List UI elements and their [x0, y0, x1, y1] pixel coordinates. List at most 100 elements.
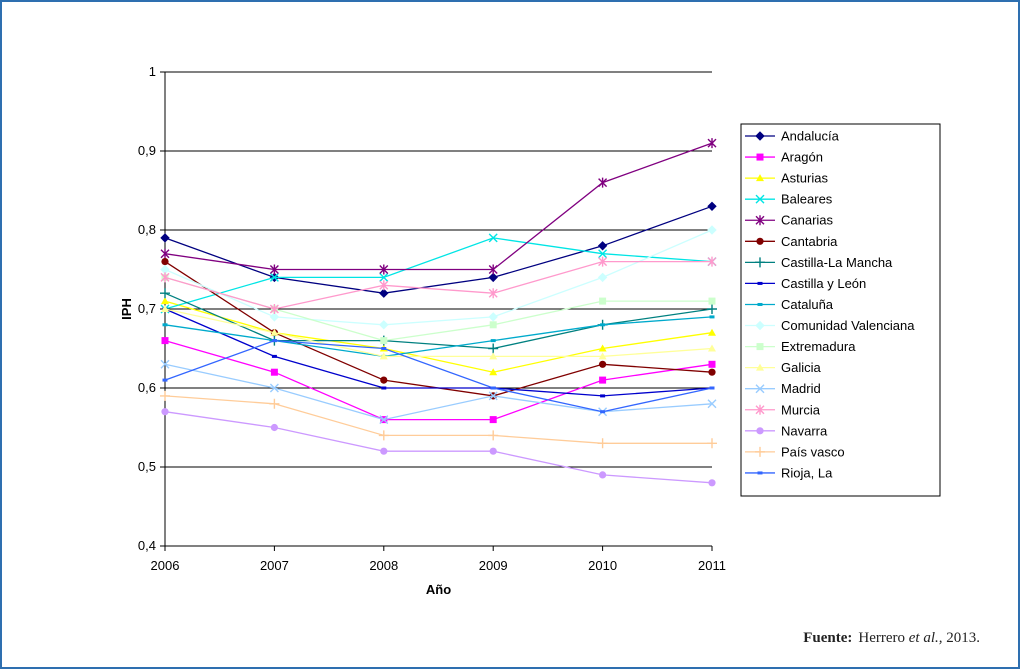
y-tick-label: 1	[149, 64, 156, 79]
data-point	[161, 337, 169, 345]
data-point	[490, 386, 496, 390]
data-point	[160, 390, 170, 401]
data-point	[709, 315, 715, 319]
legend-label: Andalucía	[781, 129, 840, 144]
series-line	[164, 300, 713, 373]
data-point	[379, 264, 389, 275]
data-point	[599, 471, 607, 479]
data-point	[160, 272, 170, 283]
data-point	[488, 430, 499, 441]
y-tick-label: 0,6	[138, 380, 156, 395]
series-line	[164, 292, 713, 350]
series-11	[161, 305, 716, 360]
data-point	[160, 233, 170, 243]
data-point	[379, 288, 389, 298]
legend-label: País vasco	[781, 444, 845, 459]
series-line	[164, 308, 713, 397]
x-tick-label: 2011	[698, 558, 726, 573]
data-point	[269, 383, 279, 393]
legend-label: Galicia	[781, 360, 822, 375]
data-point	[757, 281, 763, 285]
data-point	[755, 215, 765, 226]
data-point	[269, 272, 279, 282]
data-point	[162, 323, 168, 327]
series-0	[160, 201, 717, 298]
series-line	[164, 260, 712, 310]
x-axis-title: Año	[426, 582, 451, 597]
source-year: 2013.	[946, 630, 980, 646]
data-point	[757, 302, 763, 306]
data-point	[488, 264, 498, 275]
legend-item: Navarra	[745, 423, 828, 438]
data-point	[489, 352, 498, 360]
data-point	[380, 337, 388, 345]
legend-label: Baleares	[781, 192, 833, 207]
data-point	[709, 386, 715, 390]
series-line	[164, 411, 713, 484]
data-point	[599, 297, 607, 305]
y-tick-label: 0,4	[138, 538, 156, 553]
y-tick-label: 0,5	[138, 459, 156, 474]
series-line	[164, 237, 713, 310]
data-point	[488, 312, 498, 322]
data-point	[708, 328, 716, 336]
data-point	[161, 297, 169, 305]
data-point	[271, 354, 277, 358]
legend-label: Asturias	[781, 171, 828, 186]
data-point	[490, 339, 496, 343]
data-point	[708, 479, 716, 487]
legend-label: Navarra	[781, 423, 828, 438]
data-point	[488, 391, 498, 401]
series-line	[164, 339, 713, 421]
data-point	[707, 399, 717, 409]
data-point	[598, 352, 607, 360]
x-tick-label: 2009	[479, 558, 508, 573]
series-13	[160, 256, 717, 314]
series-line	[164, 395, 712, 444]
y-axis-title: IPH	[119, 298, 134, 320]
legend-label: Canarias	[781, 213, 834, 228]
data-point	[756, 237, 764, 245]
x-tick-label: 2008	[369, 558, 398, 573]
source-note: Fuente: Herrero et al., 2013.	[803, 630, 980, 647]
data-point	[269, 304, 279, 314]
data-point	[162, 378, 168, 382]
legend-label: Cantabria	[781, 234, 838, 249]
legend-item: Castilla y León	[745, 276, 866, 291]
legend-label: Cataluña	[781, 297, 834, 312]
legend-item: País vasco	[745, 444, 845, 459]
data-point	[600, 323, 606, 327]
data-point	[600, 394, 606, 398]
data-point	[708, 360, 716, 368]
data-point	[381, 347, 387, 350]
data-point	[756, 174, 764, 182]
data-point	[270, 423, 278, 432]
data-point	[380, 447, 388, 455]
data-point	[269, 398, 280, 409]
series-16	[162, 339, 715, 414]
data-point	[755, 320, 765, 331]
data-point	[379, 280, 389, 291]
data-point	[708, 297, 716, 305]
data-point	[599, 360, 607, 368]
data-point	[488, 233, 498, 243]
legend-item: Comunidad Valenciana	[745, 318, 915, 333]
legend-box	[740, 123, 941, 497]
data-point	[270, 368, 278, 376]
data-point	[489, 416, 497, 424]
series-14	[161, 408, 716, 487]
series-line	[164, 339, 713, 413]
legend-item: Cataluña	[745, 297, 834, 312]
source-label: Fuente:	[803, 630, 853, 646]
data-point	[597, 241, 608, 251]
data-point	[756, 363, 764, 371]
data-point	[269, 264, 279, 275]
series-line	[164, 142, 713, 271]
data-point	[756, 153, 764, 161]
data-point	[755, 404, 765, 415]
legend-label: Extremadura	[781, 339, 856, 354]
x-tick-label: 2010	[588, 558, 617, 573]
data-point	[707, 304, 717, 314]
data-point	[489, 368, 498, 376]
